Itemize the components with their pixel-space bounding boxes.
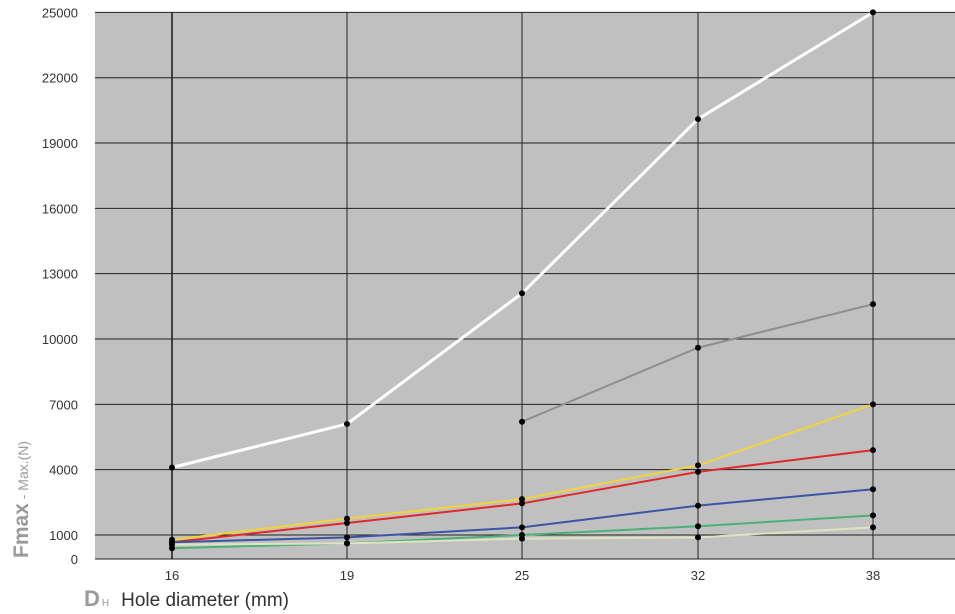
data-point — [519, 535, 525, 542]
y-tick-label: 16000 — [42, 201, 78, 216]
data-point — [519, 290, 525, 297]
data-point — [695, 468, 701, 475]
x-tick-label: 25 — [515, 568, 529, 583]
y-tick-label: 10000 — [42, 332, 78, 347]
data-point — [870, 301, 876, 308]
plot-background — [95, 12, 955, 559]
x-axis-text: Hole diameter (mm) — [121, 590, 289, 611]
y-tick-label: 22000 — [42, 71, 78, 86]
x-axis-ticks: 16 19 25 32 38 — [165, 568, 880, 583]
y-axis-label: Fmax - Max.(N) — [10, 441, 33, 558]
y-axis-text: - Max.(N) — [15, 441, 31, 503]
data-point — [870, 486, 876, 493]
data-point — [695, 523, 701, 530]
y-tick-label: 0 — [71, 552, 78, 567]
x-tick-label: 38 — [866, 568, 880, 583]
data-point — [169, 541, 175, 548]
data-point — [344, 515, 350, 522]
y-axis-ticks: 0 1000 4000 7000 10000 13000 16000 19000 22000 25… — [42, 5, 78, 567]
data-point — [870, 401, 876, 408]
data-point — [344, 534, 350, 541]
data-point — [344, 420, 350, 427]
y-axis-symbol: Fmax — [10, 503, 33, 558]
x-axis-symbol: D — [84, 586, 100, 611]
data-point — [695, 502, 701, 509]
data-point — [870, 447, 876, 454]
y-tick-label: 25000 — [42, 5, 78, 20]
y-tick-label: 1000 — [49, 528, 78, 543]
data-point — [519, 418, 525, 425]
x-axis-subscript: H — [102, 598, 109, 609]
x-tick-label: 32 — [691, 568, 705, 583]
data-point — [695, 344, 701, 351]
data-point — [344, 540, 350, 547]
data-point — [695, 534, 701, 541]
x-axis-label: D H Hole diameter (mm) — [84, 586, 289, 611]
data-point — [695, 116, 701, 123]
data-point — [870, 9, 876, 16]
data-point — [169, 464, 175, 471]
data-point — [870, 524, 876, 531]
data-point — [695, 462, 701, 469]
x-tick-label: 16 — [165, 568, 179, 583]
y-tick-label: 7000 — [49, 397, 78, 412]
data-point — [519, 500, 525, 507]
data-point — [870, 512, 876, 519]
y-tick-label: 19000 — [42, 136, 78, 151]
series-points — [169, 9, 876, 552]
data-point — [344, 520, 350, 527]
data-point — [519, 496, 525, 503]
x-tick-label: 19 — [340, 568, 354, 583]
y-tick-label: 4000 — [49, 463, 78, 478]
data-point — [519, 524, 525, 531]
y-tick-label: 13000 — [42, 267, 78, 282]
